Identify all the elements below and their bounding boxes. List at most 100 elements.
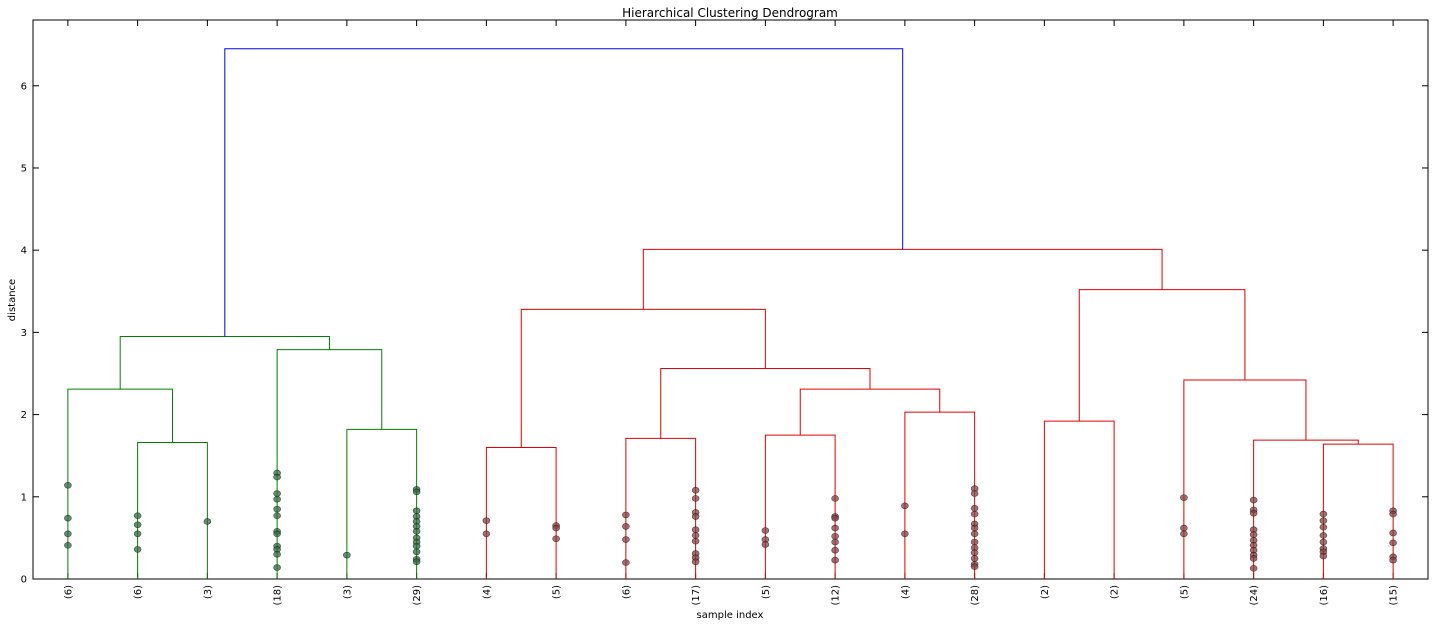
- link: [485, 446, 557, 579]
- link: [1183, 379, 1307, 579]
- point: [1180, 530, 1188, 538]
- point: [691, 495, 700, 502]
- link: [1043, 420, 1115, 579]
- point: [901, 530, 909, 538]
- link: [119, 335, 330, 390]
- link: [625, 437, 697, 579]
- point: [343, 551, 351, 559]
- x-tick-label: (4): [900, 585, 911, 599]
- link: [520, 308, 766, 448]
- point: [691, 558, 700, 566]
- link: [642, 248, 1163, 310]
- point: [1249, 509, 1258, 517]
- point: [691, 532, 700, 539]
- link: [276, 349, 383, 579]
- point: [970, 563, 979, 570]
- point: [412, 542, 421, 550]
- point: [970, 505, 979, 512]
- link: [1078, 289, 1246, 422]
- y-tick-label: 3: [21, 328, 27, 339]
- point: [133, 546, 142, 553]
- point: [831, 538, 839, 546]
- x-tick-label: (2): [1040, 585, 1051, 599]
- point: [761, 541, 770, 548]
- link: [660, 368, 871, 439]
- point: [64, 481, 72, 489]
- chart-title: Hierarchical Clustering Dendrogram: [622, 6, 838, 20]
- point: [1249, 555, 1258, 562]
- point: [1389, 556, 1397, 564]
- point: [133, 512, 142, 520]
- point: [970, 524, 979, 532]
- x-tick-label: (28): [970, 585, 981, 606]
- point: [831, 495, 839, 502]
- point: [1249, 565, 1258, 572]
- point: [970, 530, 979, 538]
- x-tick-label: (17): [691, 585, 702, 606]
- x-axis-label: sample index: [697, 610, 764, 621]
- point: [831, 556, 839, 564]
- x-tick-label: (16): [1319, 585, 1330, 606]
- x-tick-label: (3): [203, 585, 214, 599]
- point: [273, 530, 281, 538]
- point: [691, 537, 700, 545]
- point: [1180, 524, 1188, 532]
- point: [831, 514, 839, 522]
- point: [412, 548, 421, 556]
- point: [552, 524, 560, 532]
- point: [622, 511, 630, 519]
- point: [133, 530, 142, 538]
- x-tick-label: (5): [1179, 585, 1190, 599]
- link: [67, 388, 173, 579]
- x-tick-label: (6): [621, 585, 632, 599]
- x-tick-label: (18): [273, 585, 284, 606]
- point: [1319, 517, 1328, 524]
- link: [1322, 443, 1394, 579]
- point: [552, 535, 560, 543]
- point: [1319, 538, 1328, 546]
- point: [1389, 529, 1397, 537]
- point: [412, 528, 421, 535]
- point: [273, 473, 281, 481]
- point: [412, 558, 421, 566]
- link: [137, 442, 208, 579]
- point: [831, 546, 839, 554]
- point: [1389, 510, 1397, 518]
- x-tick-label: (5): [552, 585, 563, 599]
- point: [691, 513, 700, 520]
- point: [1319, 510, 1328, 518]
- point: [412, 507, 421, 515]
- point: [622, 559, 630, 566]
- point: [273, 512, 281, 520]
- point: [1319, 523, 1328, 531]
- point: [970, 555, 979, 562]
- point: [482, 517, 491, 524]
- x-tick-label: (5): [761, 585, 772, 599]
- link: [346, 428, 418, 579]
- y-tick-label: 2: [21, 410, 27, 421]
- y-tick-label: 4: [21, 246, 27, 257]
- point: [901, 502, 909, 510]
- point: [970, 538, 979, 546]
- point: [273, 564, 281, 571]
- y-tick-label: 0: [21, 575, 27, 586]
- x-tick-label: (15): [1389, 585, 1400, 606]
- link: [764, 434, 836, 579]
- y-axis-label: distance: [7, 279, 18, 321]
- point: [1249, 531, 1258, 538]
- x-tick-label: (4): [482, 585, 493, 599]
- x-tick-label: (29): [412, 585, 423, 606]
- point: [622, 536, 630, 543]
- y-tick-label: 6: [21, 81, 27, 92]
- point: [1389, 539, 1397, 547]
- point: [482, 530, 491, 538]
- y-tick-label: 1: [21, 492, 27, 503]
- point: [691, 486, 700, 494]
- x-tick-label: (24): [1249, 585, 1260, 606]
- point: [64, 514, 72, 522]
- link: [224, 48, 904, 337]
- point: [273, 505, 281, 513]
- point: [970, 490, 979, 497]
- x-tick-label: (3): [342, 585, 353, 599]
- x-tick-label: (6): [63, 585, 74, 599]
